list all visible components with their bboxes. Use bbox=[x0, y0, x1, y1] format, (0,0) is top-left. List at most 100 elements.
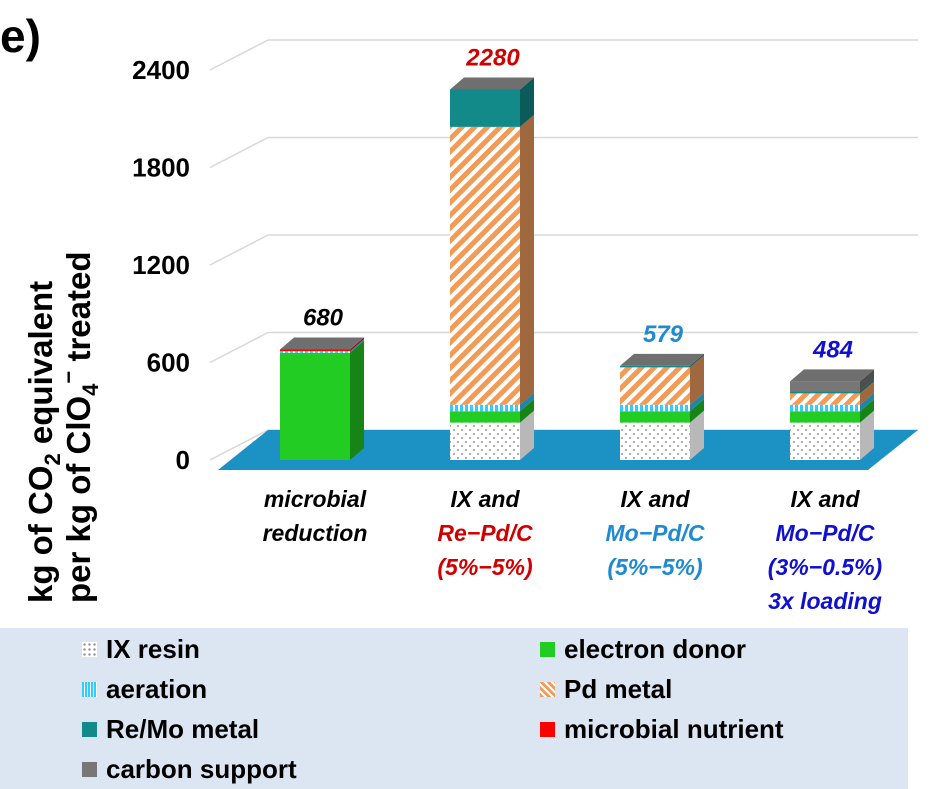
bar-stack bbox=[620, 353, 704, 460]
bar-segment-side bbox=[350, 339, 364, 353]
bar-segment-side bbox=[860, 381, 874, 405]
category-label: Re−Pd/C bbox=[437, 520, 533, 546]
chart-floor bbox=[218, 430, 918, 470]
gridline bbox=[209, 234, 269, 266]
bar-top bbox=[280, 337, 364, 350]
bar-segment bbox=[790, 391, 860, 394]
bar-stack bbox=[790, 369, 874, 460]
bar-segment-side bbox=[690, 355, 704, 405]
legend-item: microbial nutrient bbox=[540, 712, 784, 746]
legend-swatch bbox=[540, 681, 555, 697]
bar-segment bbox=[620, 422, 690, 460]
bar-segment-side bbox=[690, 353, 704, 368]
bar-segment-side bbox=[690, 410, 704, 460]
legend-item: Re/Mo metal bbox=[82, 712, 259, 746]
bar-segment bbox=[450, 89, 520, 127]
bar-segment-side bbox=[350, 337, 364, 352]
category-label: (5%−5%) bbox=[437, 554, 532, 580]
bar-segment-side bbox=[860, 369, 874, 392]
floor-plane bbox=[218, 430, 918, 470]
bar-segment bbox=[620, 404, 690, 412]
bar-top bbox=[620, 353, 704, 366]
bar-segment bbox=[790, 393, 860, 405]
bar-segment bbox=[450, 126, 520, 405]
legend-label: Pd metal bbox=[564, 673, 673, 704]
panel-label: e) bbox=[0, 10, 41, 62]
legend-swatch bbox=[540, 721, 555, 737]
gridline bbox=[209, 429, 269, 461]
bar-segment bbox=[620, 411, 690, 423]
gridline bbox=[209, 136, 269, 169]
bar-stack bbox=[450, 77, 534, 460]
legend-label: IX resin bbox=[106, 633, 200, 664]
bar-segment-side bbox=[520, 410, 534, 460]
bar-segment bbox=[280, 352, 350, 460]
legend: IX resin electron donor aeration Pd metal Re… bbox=[0, 628, 908, 789]
legend-item: Pd metal bbox=[540, 672, 672, 706]
legend-label: aeration bbox=[106, 673, 208, 704]
category-label: Mo−Pd/C bbox=[605, 520, 704, 546]
y-axis-title-line2: per kg of ClO4− treated bbox=[56, 251, 103, 603]
bar-segment-side bbox=[690, 399, 704, 423]
category-label: 3x loading bbox=[768, 588, 882, 614]
bar-segment-side bbox=[860, 379, 874, 394]
y-axis-title: kg of CO2 equivalent per kg of ClO4− tre… bbox=[22, 251, 103, 603]
total-label: 2280 bbox=[465, 45, 520, 72]
chart-area: 0 600 1200 1800 2400 680 2280 579 484 microbial… bbox=[0, 10, 918, 614]
gridline bbox=[209, 331, 269, 364]
bar-segment bbox=[280, 349, 350, 352]
total-label: 680 bbox=[303, 305, 344, 332]
bar-top bbox=[450, 77, 534, 90]
legend-item: electron donor bbox=[540, 632, 746, 666]
bar-segment bbox=[790, 404, 860, 412]
legend-swatch bbox=[82, 761, 97, 777]
bar-segment-side bbox=[860, 392, 874, 412]
bar-segment-side bbox=[520, 77, 534, 127]
bar-segment-side bbox=[520, 399, 534, 423]
y-tick-label: 600 bbox=[147, 348, 190, 378]
gridline bbox=[209, 39, 269, 71]
bar-top bbox=[790, 369, 874, 382]
category-label: (3%−0.5%) bbox=[768, 554, 882, 580]
category-label: (5%−5%) bbox=[607, 554, 702, 580]
category-label: microbial bbox=[264, 486, 367, 512]
bar-segment-side bbox=[690, 392, 704, 412]
bar-segment-side bbox=[860, 399, 874, 423]
category-labels: microbial reduction IX and Re−Pd/C (5%−5%) IX… bbox=[263, 486, 883, 614]
bar-stack bbox=[280, 337, 364, 460]
category-label: IX and bbox=[620, 486, 690, 512]
bar-segment bbox=[450, 411, 520, 423]
bar-segment-side bbox=[860, 410, 874, 460]
bar-segment bbox=[280, 351, 350, 353]
legend-label: electron donor bbox=[564, 633, 747, 664]
legend-item: carbon support bbox=[82, 752, 297, 786]
legend-label: Re/Mo metal bbox=[106, 713, 260, 744]
bar-segment bbox=[620, 367, 690, 405]
y-tick-label: 1200 bbox=[132, 250, 190, 280]
legend-swatch bbox=[82, 721, 97, 737]
bar-segment bbox=[790, 422, 860, 460]
y-axis-title-line1: kg of CO2 equivalent bbox=[22, 281, 65, 603]
total-label: 579 bbox=[643, 321, 684, 348]
legend-item: aeration bbox=[82, 672, 207, 706]
bar-segment-side bbox=[350, 340, 364, 460]
y-tick-labels: 0 600 1200 1800 2400 bbox=[132, 55, 190, 475]
bar-segment bbox=[450, 404, 520, 412]
bar-segment-side bbox=[520, 114, 534, 405]
legend-item: IX resin bbox=[82, 632, 200, 666]
total-label: 484 bbox=[812, 336, 853, 363]
y-tick-label: 1800 bbox=[132, 153, 190, 183]
bar-segment bbox=[790, 381, 860, 392]
bar-segment bbox=[790, 411, 860, 423]
bar-segment bbox=[450, 422, 520, 460]
y-tick-label: 2400 bbox=[132, 55, 190, 85]
category-label: reduction bbox=[263, 520, 368, 546]
legend-label: microbial nutrient bbox=[564, 713, 784, 744]
legend-swatch bbox=[82, 641, 97, 657]
category-label: IX and bbox=[450, 486, 520, 512]
category-label: IX and bbox=[790, 486, 860, 512]
legend-label: carbon support bbox=[106, 753, 297, 784]
bar-segment bbox=[620, 365, 690, 368]
category-label: Mo−Pd/C bbox=[775, 520, 874, 546]
bar-segment-side bbox=[520, 392, 534, 412]
